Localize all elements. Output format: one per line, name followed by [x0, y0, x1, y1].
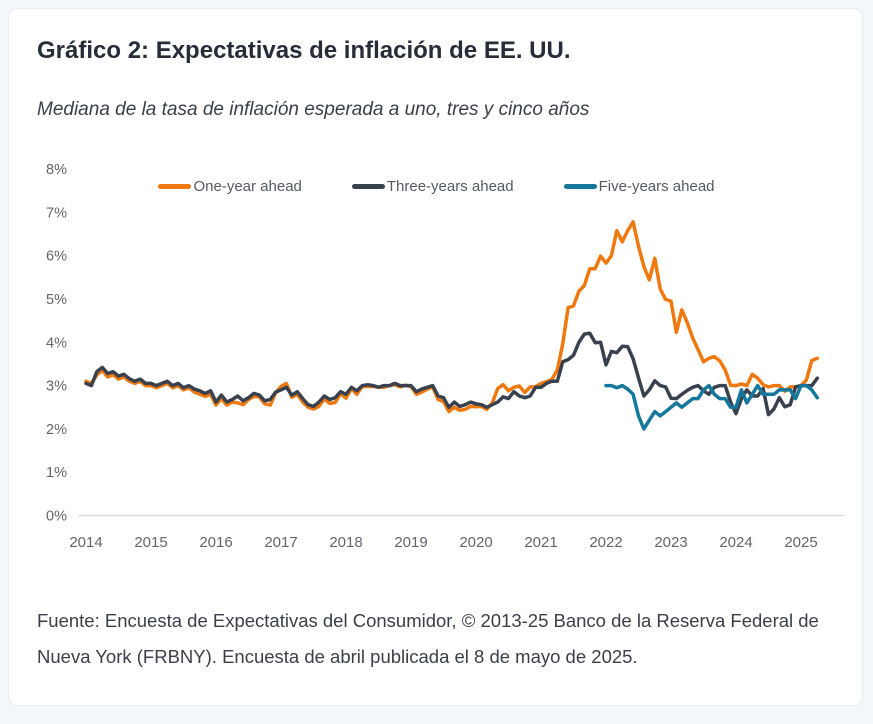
source-footer-line-2: Nueva York (FRBNY). Encuesta de abril pu… [37, 646, 638, 667]
source-footer: Fuente: Encuesta de Expectativas del Con… [37, 603, 819, 675]
chart-subtitle: Mediana de la tasa de inflación esperada… [37, 99, 590, 120]
source-footer-line-1: Fuente: Encuesta de Expectativas del Con… [37, 610, 819, 631]
chart-title: Gráfico 2: Expectativas de inflación de … [37, 37, 571, 64]
chart-card: Gráfico 2: Expectativas de inflación de … [8, 8, 863, 706]
